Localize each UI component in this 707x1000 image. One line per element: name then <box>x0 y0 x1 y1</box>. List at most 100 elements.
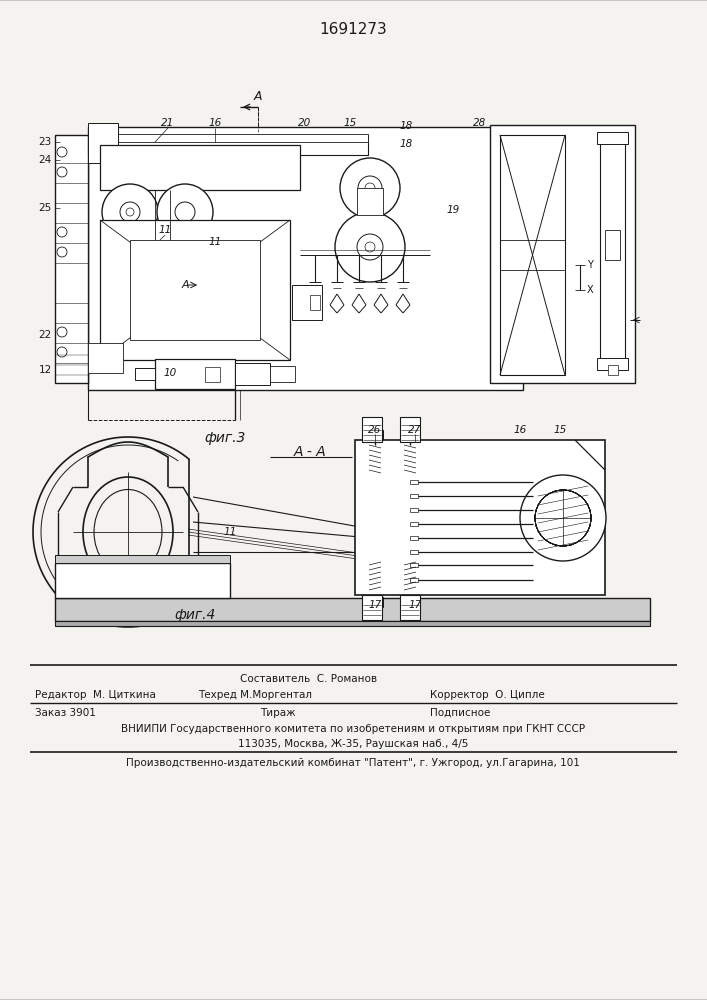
Text: Корректор  О. Ципле: Корректор О. Ципле <box>430 690 545 700</box>
Bar <box>400 417 420 442</box>
Text: Техред М.Моргентал: Техред М.Моргентал <box>198 690 312 700</box>
Bar <box>402 430 418 440</box>
Text: 18: 18 <box>399 121 413 131</box>
Bar <box>597 132 628 144</box>
Text: 16: 16 <box>513 425 527 435</box>
Bar <box>410 563 418 567</box>
Bar <box>88 127 523 390</box>
Text: фиг.3: фиг.3 <box>204 431 246 445</box>
Text: 20: 20 <box>298 118 312 128</box>
Bar <box>100 145 300 190</box>
Text: Y: Y <box>587 260 593 270</box>
Text: Заказ 3901: Заказ 3901 <box>35 708 96 718</box>
Bar <box>608 365 618 375</box>
Text: Производственно-издательский комбинат "Патент", г. Ужгород, ул.Гагарина, 101: Производственно-издательский комбинат "П… <box>126 758 580 768</box>
Text: 28: 28 <box>474 118 486 128</box>
Bar <box>155 359 235 389</box>
Circle shape <box>535 490 591 546</box>
Text: 11: 11 <box>209 237 221 247</box>
Text: 11: 11 <box>158 225 172 235</box>
Bar <box>410 522 418 526</box>
Circle shape <box>126 208 134 216</box>
Text: 15: 15 <box>554 425 566 435</box>
Bar <box>600 140 625 360</box>
Text: 18: 18 <box>399 139 413 149</box>
Bar <box>205 367 220 382</box>
Circle shape <box>175 202 195 222</box>
Text: Составитель  С. Романов: Составитель С. Романов <box>240 674 377 684</box>
Bar <box>55 135 88 383</box>
Bar <box>362 595 382 620</box>
Text: Редактор  М. Циткина: Редактор М. Циткина <box>35 690 156 700</box>
Bar <box>55 598 650 621</box>
Text: 12: 12 <box>38 365 52 375</box>
Bar <box>410 494 418 498</box>
Text: 17: 17 <box>409 600 421 610</box>
Bar <box>367 597 383 607</box>
Bar <box>88 135 368 155</box>
Text: 21: 21 <box>161 118 175 128</box>
Circle shape <box>365 242 375 252</box>
Bar <box>88 343 123 373</box>
Bar <box>605 230 620 260</box>
Bar <box>367 430 383 440</box>
Text: 24: 24 <box>38 155 52 165</box>
Bar <box>270 366 295 382</box>
Text: 25: 25 <box>38 203 52 213</box>
Bar <box>100 220 290 360</box>
Bar <box>235 363 270 385</box>
Bar <box>490 125 635 383</box>
Bar <box>410 508 418 512</box>
Text: 113035, Москва, Ж-35, Раушская наб., 4/5: 113035, Москва, Ж-35, Раушская наб., 4/5 <box>238 739 468 749</box>
Bar <box>410 536 418 540</box>
Text: 26: 26 <box>368 425 382 435</box>
Text: Подписное: Подписное <box>430 708 491 718</box>
Text: 15: 15 <box>344 118 356 128</box>
Bar <box>357 188 383 215</box>
Bar <box>500 135 565 375</box>
Bar <box>410 550 418 554</box>
Bar <box>88 134 368 142</box>
Bar <box>55 563 230 598</box>
Text: 1691273: 1691273 <box>319 22 387 37</box>
Text: X: X <box>587 285 593 295</box>
Circle shape <box>365 183 375 193</box>
Text: 19: 19 <box>446 205 460 215</box>
Text: 10: 10 <box>163 368 177 378</box>
Text: 27: 27 <box>409 425 421 435</box>
Bar <box>355 440 605 595</box>
Bar <box>410 480 418 484</box>
Text: 23: 23 <box>38 137 52 147</box>
Bar <box>310 295 320 310</box>
Text: A: A <box>254 91 262 104</box>
Circle shape <box>520 475 606 561</box>
Bar <box>55 555 230 563</box>
Bar <box>88 123 118 163</box>
Bar <box>402 597 418 607</box>
Circle shape <box>358 176 382 200</box>
Text: A: A <box>181 280 189 290</box>
Text: фиг.4: фиг.4 <box>175 608 216 622</box>
Circle shape <box>335 212 405 282</box>
Bar <box>135 368 155 380</box>
Bar <box>130 240 260 340</box>
Circle shape <box>340 158 400 218</box>
Bar <box>362 417 382 442</box>
Circle shape <box>357 234 383 260</box>
Text: 16: 16 <box>209 118 221 128</box>
Bar <box>597 358 628 370</box>
Polygon shape <box>575 440 605 470</box>
Text: 17: 17 <box>368 600 382 610</box>
Text: Тираж: Тираж <box>260 708 296 718</box>
Text: А - А: А - А <box>293 445 327 459</box>
Bar <box>55 621 650 626</box>
Text: 11: 11 <box>223 527 237 537</box>
Circle shape <box>102 184 158 240</box>
Bar <box>292 285 322 320</box>
Circle shape <box>157 184 213 240</box>
Text: ВНИИПИ Государственного комитета по изобретениям и открытиям при ГКНТ СССР: ВНИИПИ Государственного комитета по изоб… <box>121 724 585 734</box>
Text: 22: 22 <box>38 330 52 340</box>
Bar <box>410 578 418 582</box>
Circle shape <box>120 202 140 222</box>
Bar <box>400 595 420 620</box>
